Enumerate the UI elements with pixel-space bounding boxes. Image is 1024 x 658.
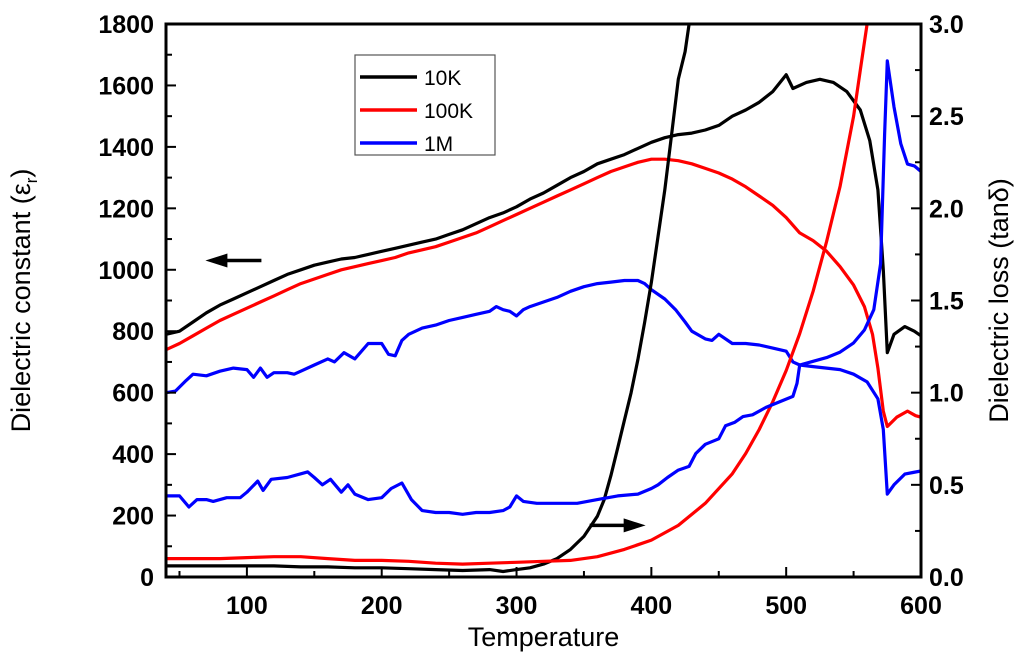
y-left-axis-title-close: ) bbox=[6, 169, 36, 178]
series-line-10k-loss bbox=[166, 24, 691, 574]
series-layer bbox=[166, 24, 921, 574]
y-right-axis-title: Dielectric loss (tanδ) bbox=[984, 178, 1014, 423]
y-right-tick-label: 0.0 bbox=[929, 564, 964, 592]
legend-label-10k: 10K bbox=[424, 67, 461, 90]
y-left-tick-label: 1400 bbox=[98, 134, 154, 162]
y-right-tick-label: 0.5 bbox=[929, 472, 964, 500]
series-line-10k-constant bbox=[166, 73, 921, 355]
arrow-head bbox=[623, 518, 646, 533]
legend-label-1m: 1M bbox=[424, 133, 453, 156]
y-left-tick-label: 1800 bbox=[98, 11, 154, 39]
x-axis-title: Temperature bbox=[468, 622, 620, 652]
y-right-tick-label: 1.5 bbox=[929, 288, 964, 316]
y-left-axis-title: Dielectric constant (εr) bbox=[6, 169, 41, 433]
x-tick-label: 200 bbox=[361, 592, 403, 620]
y-right-tick-label: 2.5 bbox=[929, 103, 964, 131]
y-left-tick-label: 1600 bbox=[98, 72, 154, 100]
x-tick-label: 500 bbox=[765, 592, 807, 620]
series-line-100k-constant bbox=[166, 157, 921, 429]
series-line-100k-loss bbox=[166, 24, 869, 566]
y-left-axis-title-sub: r bbox=[22, 177, 41, 183]
y-left-tick-label: 800 bbox=[112, 318, 154, 346]
ticks-layer bbox=[166, 53, 922, 577]
series-line-1m-loss bbox=[166, 59, 921, 516]
y-left-tick-label: 1000 bbox=[98, 257, 154, 285]
y-left-tick-label: 200 bbox=[112, 503, 154, 531]
y-left-tick-label: 400 bbox=[112, 441, 154, 469]
x-tick-label: 100 bbox=[226, 592, 268, 620]
arrow-head bbox=[205, 253, 228, 268]
arrow-right-icon bbox=[589, 518, 646, 533]
y-left-tick-label: 600 bbox=[112, 380, 154, 408]
labels-layer: 100 200 300 400 500 600 0 200 400 600 800 1000 1200 1… bbox=[98, 11, 963, 620]
x-tick-label: 400 bbox=[630, 592, 672, 620]
legend: 10K 100K 1M bbox=[354, 54, 496, 156]
legend-box bbox=[354, 54, 496, 156]
y-left-axis-title-main: Dielectric constant (ε bbox=[6, 183, 36, 432]
y-left-tick-label: 1200 bbox=[98, 195, 154, 223]
y-right-tick-label: 2.0 bbox=[929, 195, 964, 223]
x-tick-label: 300 bbox=[496, 592, 538, 620]
y-left-tick-label: 0 bbox=[140, 564, 154, 592]
y-right-tick-label: 1.0 bbox=[929, 380, 964, 408]
annotations bbox=[205, 253, 646, 533]
legend-label-100k: 100K bbox=[424, 100, 473, 123]
arrow-left-icon bbox=[205, 253, 262, 268]
x-tick-label: 600 bbox=[900, 592, 942, 620]
y-right-tick-label: 3.0 bbox=[929, 11, 964, 39]
